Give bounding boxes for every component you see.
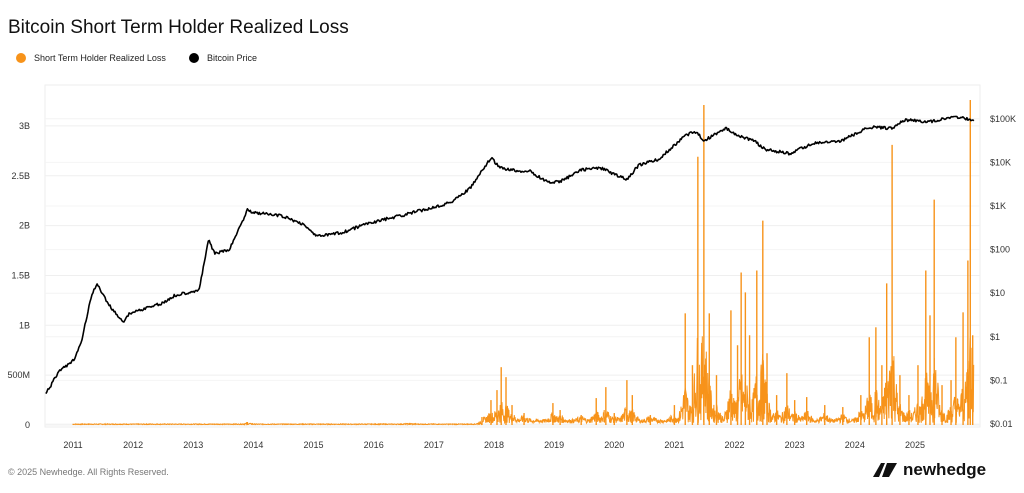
right-tick-label: $1K	[990, 201, 1006, 211]
right-tick-label: $100	[990, 245, 1010, 255]
right-tick-label: $10K	[990, 157, 1011, 167]
legend-dot-black	[189, 53, 199, 63]
x-tick-label: 2014	[243, 440, 263, 450]
right-tick-label: $0.01	[990, 419, 1013, 429]
x-tick-label: 2015	[304, 440, 324, 450]
right-tick-label: $0.1	[990, 375, 1008, 385]
x-tick-label: 2021	[664, 440, 684, 450]
right-tick-label: $10	[990, 288, 1005, 298]
chart-title: Bitcoin Short Term Holder Realized Loss	[8, 17, 349, 38]
left-tick-label: 0	[25, 420, 30, 430]
legend-dot-orange	[16, 53, 26, 63]
left-tick-label: 1B	[19, 320, 30, 330]
logo-mark-icon	[873, 463, 897, 477]
right-tick-label: $1	[990, 332, 1000, 342]
x-tick-label: 2023	[785, 440, 805, 450]
legend-label: Short Term Holder Realized Loss	[34, 53, 166, 63]
x-tick-label: 2022	[725, 440, 745, 450]
left-tick-label: 500M	[7, 370, 30, 380]
newhedge-logo: newhedge	[873, 460, 986, 480]
price-series-line	[45, 115, 975, 394]
x-tick-label: 2011	[63, 440, 82, 450]
x-tick-label: 2017	[424, 440, 444, 450]
left-tick-label: 1.5B	[11, 270, 30, 280]
x-tick-label: 2018	[484, 440, 504, 450]
plot-frame	[44, 84, 981, 428]
x-tick-label: 2024	[845, 440, 865, 450]
left-tick-label: 2.5B	[11, 171, 30, 181]
legend-item-stha-loss[interactable]: Short Term Holder Realized Loss	[16, 53, 166, 63]
left-tick-label: 3B	[19, 121, 30, 131]
loss-series-line	[72, 336, 975, 426]
legend-label: Bitcoin Price	[207, 53, 258, 63]
legend-item-btc-price[interactable]: Bitcoin Price	[189, 53, 257, 63]
logo-text: newhedge	[903, 460, 987, 479]
x-tick-label: 2016	[364, 440, 384, 450]
x-tick-label: 2020	[604, 440, 624, 450]
x-tick-label: 2019	[544, 440, 564, 450]
left-tick-label: 2B	[19, 221, 30, 231]
x-tick-label: 2013	[183, 440, 203, 450]
right-tick-label: $100K	[990, 114, 1016, 124]
x-tick-label: 2025	[905, 440, 925, 450]
x-tick-label: 2012	[123, 440, 143, 450]
copyright: © 2025 Newhedge. All Rights Reserved.	[8, 467, 169, 477]
